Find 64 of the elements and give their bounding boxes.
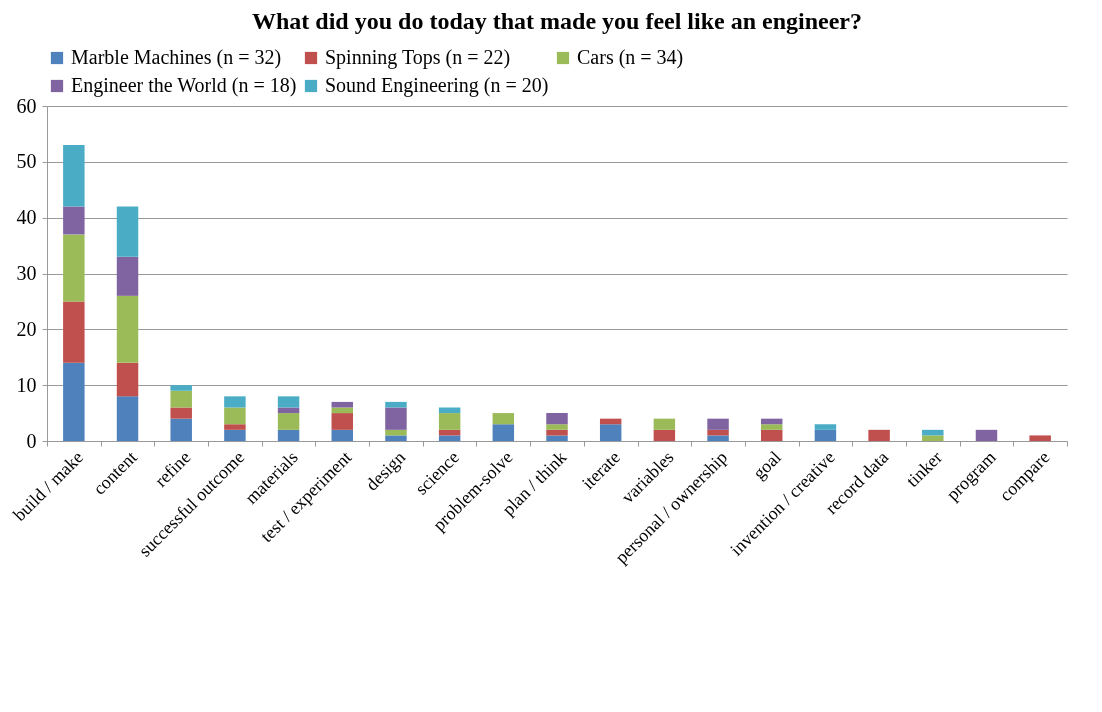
bar (707, 435, 729, 441)
bar (385, 407, 407, 430)
bar (277, 429, 300, 441)
chart-title: What did you do today that made you feel like an engineer? (251, 8, 863, 34)
bar (63, 234, 85, 302)
bar (814, 424, 837, 430)
legend-label: Cars (n = 34) (577, 46, 684, 69)
bar (224, 407, 246, 425)
bar (438, 435, 461, 441)
bar (63, 362, 85, 441)
bar (653, 429, 676, 441)
bar (868, 429, 890, 441)
bar (761, 424, 783, 430)
bar (277, 413, 300, 430)
bar (546, 424, 568, 430)
bar (224, 396, 246, 408)
bar (922, 435, 944, 441)
y-tick-label: 40 (16, 206, 37, 229)
bar (63, 145, 85, 207)
bar (492, 424, 515, 441)
legend-label: Marble Machines (n = 32) (71, 46, 282, 69)
bar (331, 413, 353, 430)
y-tick-label: 60 (16, 94, 37, 117)
bar (546, 435, 568, 441)
bar (814, 429, 837, 441)
bar (385, 429, 407, 436)
bar (546, 413, 568, 425)
bar (224, 424, 246, 430)
bar (170, 385, 192, 391)
bar (599, 424, 622, 441)
legend-label: Engineer the World (n = 18) (71, 74, 297, 97)
bar (331, 429, 353, 441)
bar (170, 390, 192, 408)
bar (331, 401, 353, 408)
bar (385, 435, 407, 441)
bar (546, 429, 568, 436)
bar (63, 301, 85, 363)
bar (707, 418, 729, 430)
bar (116, 206, 139, 257)
bar (63, 206, 85, 235)
legend-label: Sound Engineering (n = 20) (325, 74, 549, 97)
y-tick-label: 30 (16, 262, 37, 284)
bar (922, 429, 944, 436)
bar (116, 295, 139, 363)
bar (116, 256, 139, 296)
bar (385, 401, 407, 408)
bar (116, 362, 139, 397)
bar (653, 418, 676, 430)
y-tick-label: 20 (16, 317, 37, 340)
legend-label: Spinning Tops (n = 22) (325, 46, 511, 69)
bar (170, 418, 192, 441)
bar (707, 429, 729, 436)
y-tick-label: 10 (16, 373, 37, 396)
bar (170, 407, 192, 419)
bar (492, 413, 515, 425)
bar (116, 396, 139, 441)
y-tick-label: 0 (26, 429, 37, 452)
bar (761, 429, 783, 441)
bar (224, 429, 246, 441)
bar (975, 429, 998, 441)
bar (438, 413, 461, 430)
bar (1029, 435, 1051, 441)
y-tick-label: 50 (16, 150, 37, 173)
bar (277, 396, 300, 408)
